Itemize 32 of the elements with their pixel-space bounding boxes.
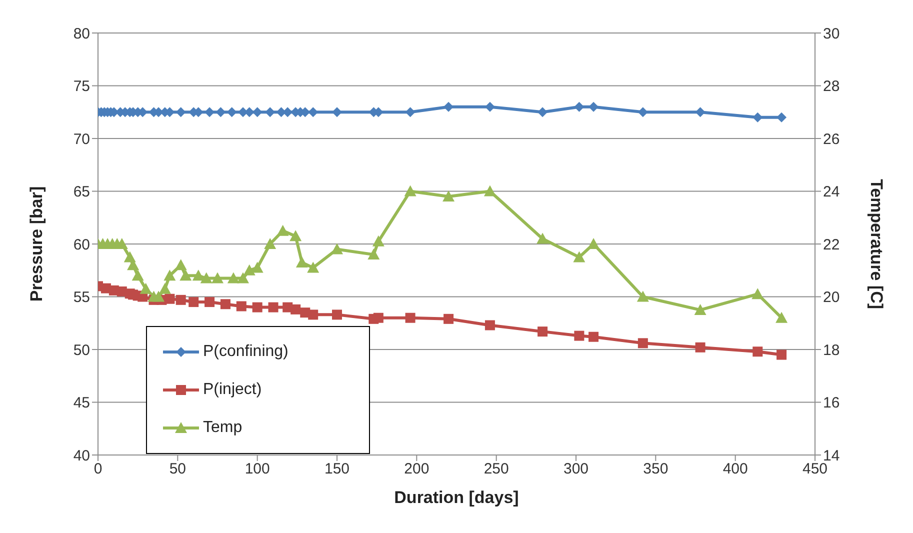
y-axis-title: Pressure [bar] xyxy=(27,186,46,302)
y2-tick-label: 28 xyxy=(823,78,840,96)
x-tick-label: 0 xyxy=(94,460,102,478)
x-tick-label: 150 xyxy=(324,460,350,478)
y2-tick-label: 22 xyxy=(823,236,840,254)
y2-tick-label: 30 xyxy=(823,25,840,42)
y-tick-label: 60 xyxy=(73,236,90,254)
legend-label: P(inject) xyxy=(203,381,262,399)
x-tick-label: 400 xyxy=(722,460,748,478)
x-tick-label: 50 xyxy=(169,460,186,478)
y-tick-label: 40 xyxy=(73,447,90,464)
y-tick-label: 75 xyxy=(73,78,90,96)
y-tick-label: 65 xyxy=(73,184,90,201)
y2-tick-label: 16 xyxy=(823,394,840,412)
y-tick-label: 55 xyxy=(73,289,90,306)
y-tick-label: 80 xyxy=(73,25,90,42)
y-tick-label: 50 xyxy=(73,342,90,359)
y2-tick-label: 26 xyxy=(823,130,840,148)
x-tick-label: 100 xyxy=(244,460,270,478)
x-tick-label: 350 xyxy=(643,460,668,478)
y2-tick-label: 24 xyxy=(823,184,840,201)
legend-label: P(confining) xyxy=(203,343,288,361)
y2-axis-title: Temperature [C] xyxy=(866,178,886,310)
x-tick-label: 250 xyxy=(484,460,509,478)
x-axis-title: Duration [days] xyxy=(394,488,519,507)
y-tick-label: 70 xyxy=(73,130,90,148)
y-tick-label: 45 xyxy=(73,394,90,412)
y2-tick-label: 18 xyxy=(823,342,840,359)
legend-label: Temp xyxy=(203,419,242,437)
y2-tick-label: 20 xyxy=(823,289,840,306)
x-tick-label: 300 xyxy=(563,460,589,478)
x-tick-label: 200 xyxy=(404,460,430,478)
